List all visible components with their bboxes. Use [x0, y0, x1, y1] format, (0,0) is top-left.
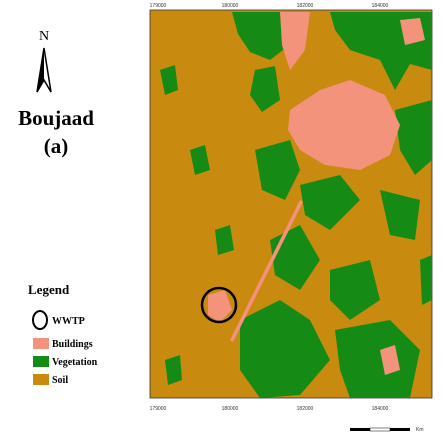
x-coordinate-label: 182000	[297, 406, 314, 412]
legend-label: Vegetation	[52, 357, 98, 368]
scale-unit: Km	[416, 427, 424, 433]
page: N Boujaad (a) Legend WWTP Buildings Vege…	[0, 0, 442, 433]
legend-swatch	[33, 374, 49, 385]
x-coordinate-label: 179000	[150, 3, 167, 9]
x-coordinate-label: 180000	[222, 406, 239, 412]
legend-label: Buildings	[52, 339, 93, 350]
legend-swatch	[33, 338, 49, 349]
x-coordinate-label: 184000	[372, 3, 389, 9]
x-coordinate-label: 182000	[297, 3, 314, 9]
legend-wwtp-icon	[33, 311, 47, 329]
map	[150, 10, 432, 398]
legend-label: Soil	[52, 375, 68, 386]
legend-title: Legend	[28, 282, 70, 297]
north-label: N	[39, 29, 49, 44]
legend-label: WWTP	[52, 316, 85, 327]
map-title: Boujaad	[18, 106, 94, 130]
x-coordinate-label: 180000	[222, 3, 239, 9]
scale-bar: Km	[350, 427, 424, 433]
x-coordinate-label: 179000	[150, 406, 167, 412]
map-subtitle: (a)	[44, 134, 69, 158]
x-coordinate-label: 184000	[372, 406, 389, 412]
legend-swatch	[33, 356, 49, 367]
